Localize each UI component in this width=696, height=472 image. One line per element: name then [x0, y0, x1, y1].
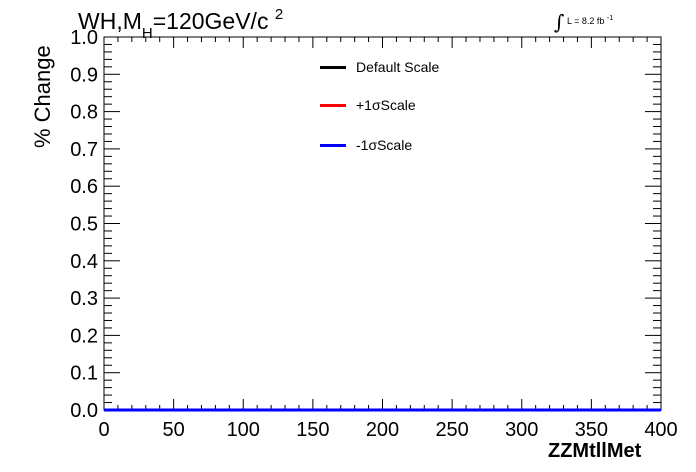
- x-tick-label: 150: [296, 419, 329, 441]
- y-tick-label: 0.0: [70, 400, 98, 422]
- x-tick-label: 0: [98, 419, 109, 441]
- y-tick-label: 0.6: [70, 176, 98, 198]
- x-axis-label: ZZMtllMet: [548, 440, 642, 462]
- y-tick-label: 0.1: [70, 363, 98, 385]
- luminosity-label: ∫ L = 8.2 fb -1: [554, 10, 614, 34]
- legend-label-default: Default Scale: [356, 59, 440, 75]
- y-axis-label: % Change: [30, 45, 55, 148]
- y-tick-label: 0.4: [70, 251, 98, 273]
- x-tick-label: 200: [366, 419, 399, 441]
- legend-swatch-default: [320, 65, 346, 69]
- y-tick-label: 1.0: [70, 27, 98, 49]
- legend-swatch-plus-sigma: [320, 103, 346, 107]
- legend-entry-default: Default Scale: [320, 59, 439, 75]
- y-tick-label: 0.9: [70, 64, 98, 86]
- y-tick-label: 0.5: [70, 214, 98, 236]
- y-tick-label: 0.3: [70, 288, 98, 310]
- y-tick-label: 0.2: [70, 325, 98, 347]
- plot-frame-rect: [103, 36, 662, 411]
- axis-ticks: [103, 36, 662, 411]
- plot-frame: [103, 36, 662, 411]
- legend-label-minus-sigma: -1σScale: [356, 137, 413, 153]
- legend-entry-plus-sigma: +1σScale: [320, 97, 416, 113]
- chart-title: WH,MH=120GeV/c 2: [78, 6, 284, 42]
- legend-label-plus-sigma: +1σScale: [356, 97, 416, 113]
- tick-labels: 0 50 100 150 200 250 300 350 400 0.0 0.1 0.2 0.3 0.4 0…: [70, 27, 678, 441]
- x-tick-label: 100: [227, 419, 260, 441]
- x-tick-label: 250: [435, 419, 468, 441]
- x-tick-label: 350: [575, 419, 608, 441]
- x-tick-label: 400: [644, 419, 677, 441]
- legend-swatch-minus-sigma: [320, 143, 346, 147]
- legend-entry-minus-sigma: -1σScale: [320, 137, 412, 153]
- y-tick-label: 0.7: [70, 139, 98, 161]
- x-tick-label: 300: [505, 419, 538, 441]
- x-tick-label: 50: [163, 419, 185, 441]
- y-tick-label: 0.8: [70, 102, 98, 124]
